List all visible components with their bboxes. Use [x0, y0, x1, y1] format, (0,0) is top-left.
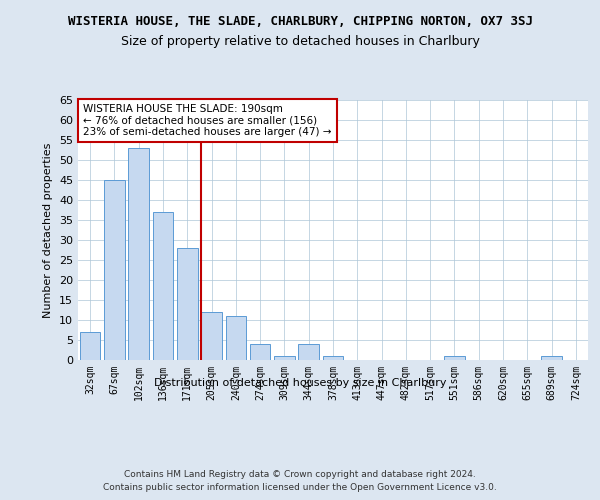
Text: WISTERIA HOUSE, THE SLADE, CHARLBURY, CHIPPING NORTON, OX7 3SJ: WISTERIA HOUSE, THE SLADE, CHARLBURY, CH…: [67, 15, 533, 28]
Bar: [323, 356, 343, 360]
Bar: [152, 212, 173, 360]
Bar: [250, 344, 271, 360]
Text: Contains public sector information licensed under the Open Government Licence v3: Contains public sector information licen…: [103, 482, 497, 492]
Bar: [444, 356, 465, 360]
Bar: [128, 148, 149, 360]
Bar: [274, 356, 295, 360]
Bar: [104, 180, 125, 360]
Text: Size of property relative to detached houses in Charlbury: Size of property relative to detached ho…: [121, 35, 479, 48]
Text: Distribution of detached houses by size in Charlbury: Distribution of detached houses by size …: [154, 378, 446, 388]
Bar: [226, 316, 246, 360]
Bar: [177, 248, 197, 360]
Y-axis label: Number of detached properties: Number of detached properties: [43, 142, 53, 318]
Bar: [201, 312, 222, 360]
Text: WISTERIA HOUSE THE SLADE: 190sqm
← 76% of detached houses are smaller (156)
23% : WISTERIA HOUSE THE SLADE: 190sqm ← 76% o…: [83, 104, 332, 137]
Bar: [541, 356, 562, 360]
Bar: [80, 332, 100, 360]
Bar: [298, 344, 319, 360]
Text: Contains HM Land Registry data © Crown copyright and database right 2024.: Contains HM Land Registry data © Crown c…: [124, 470, 476, 479]
